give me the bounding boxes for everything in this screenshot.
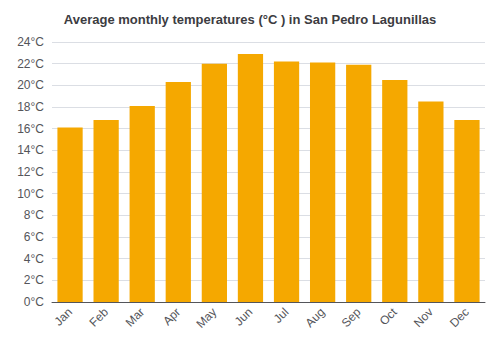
svg-text:Jul: Jul: [271, 305, 292, 326]
svg-text:12°C: 12°C: [17, 165, 44, 179]
svg-text:May: May: [193, 305, 219, 331]
svg-text:Sep: Sep: [339, 305, 364, 330]
svg-text:Average monthly temperatures (: Average monthly temperatures (°C ) in Sa…: [64, 12, 436, 27]
svg-text:22°C: 22°C: [17, 57, 44, 71]
svg-text:Feb: Feb: [87, 305, 112, 330]
svg-text:18°C: 18°C: [17, 100, 44, 114]
svg-text:Dec: Dec: [447, 305, 472, 330]
svg-text:2°C: 2°C: [24, 273, 44, 287]
svg-text:20°C: 20°C: [17, 78, 44, 92]
svg-text:0°C: 0°C: [24, 295, 44, 309]
svg-text:Nov: Nov: [411, 305, 436, 330]
svg-text:10°C: 10°C: [17, 187, 44, 201]
svg-text:14°C: 14°C: [17, 143, 44, 157]
svg-text:Jun: Jun: [232, 305, 256, 329]
svg-text:8°C: 8°C: [24, 208, 44, 222]
svg-text:4°C: 4°C: [24, 252, 44, 266]
svg-text:Aug: Aug: [303, 305, 328, 330]
svg-text:16°C: 16°C: [17, 122, 44, 136]
svg-text:6°C: 6°C: [24, 230, 44, 244]
svg-text:Oct: Oct: [377, 305, 401, 329]
svg-text:24°C: 24°C: [17, 35, 44, 49]
svg-text:Jan: Jan: [51, 305, 75, 329]
svg-text:Mar: Mar: [123, 305, 148, 329]
svg-text:Apr: Apr: [160, 305, 183, 328]
